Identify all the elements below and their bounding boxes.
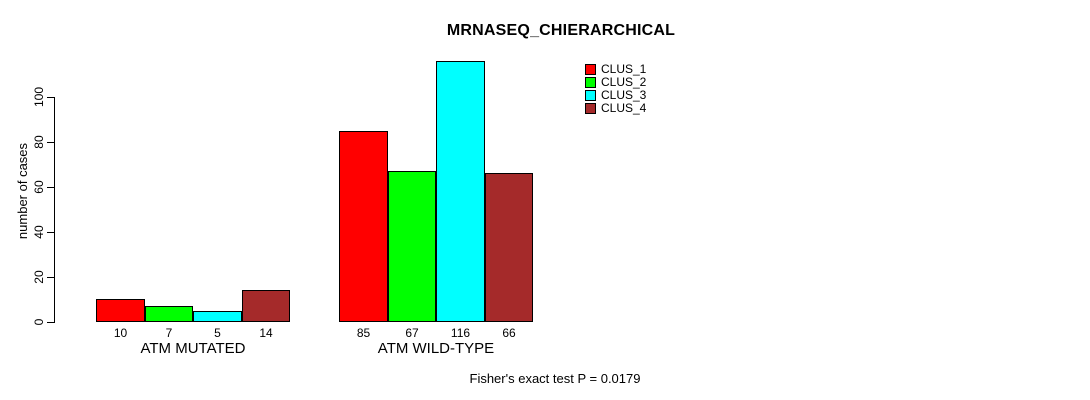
y-axis-tick: [47, 187, 55, 188]
x-category-label: ATM MUTATED: [140, 340, 246, 357]
y-axis-line: [54, 97, 55, 323]
bar-value-label: 14: [259, 326, 273, 340]
stat-annotation: Fisher's exact test P = 0.0179: [469, 371, 641, 386]
y-axis-tick: [47, 322, 55, 323]
bar-clus_1: [339, 131, 388, 322]
bar-clus_3: [193, 311, 242, 322]
legend: CLUS_1 CLUS_2 CLUS_3 CLUS_4: [585, 62, 647, 116]
legend-swatch-clus_4: [585, 103, 596, 114]
chart-title: MRNASEQ_CHIERARCHICAL: [446, 22, 676, 39]
bar-clus_3: [436, 61, 485, 322]
legend-item-clus_1: CLUS_1: [585, 62, 647, 76]
bar-clus_4: [242, 290, 290, 322]
bar-clus_2: [145, 306, 193, 322]
bar-clus_1: [96, 299, 145, 322]
legend-item-clus_4: CLUS_4: [585, 101, 647, 115]
bar-value-label: 67: [405, 326, 419, 340]
legend-item-clus_3: CLUS_3: [585, 88, 647, 102]
legend-label: CLUS_2: [601, 75, 647, 89]
y-axis-tick: [47, 277, 55, 278]
legend-label: CLUS_4: [601, 101, 647, 115]
legend-swatch-clus_1: [585, 64, 596, 75]
legend-swatch-clus_2: [585, 77, 596, 88]
bar-clus_4: [485, 173, 533, 322]
y-axis-tick: [47, 142, 55, 143]
y-axis-tick: [47, 232, 55, 233]
bar-value-label: 7: [165, 326, 173, 340]
bar-value-label: 116: [450, 326, 471, 340]
bar-value-label: 5: [214, 326, 221, 340]
x-category-label: ATM WILD-TYPE: [377, 340, 495, 357]
legend-swatch-clus_3: [585, 90, 596, 101]
bar-value-label: 10: [113, 326, 128, 340]
legend-label: CLUS_1: [601, 62, 647, 76]
legend-item-clus_2: CLUS_2: [585, 75, 647, 89]
bar-clus_2: [388, 171, 436, 322]
y-axis-label: number of cases: [15, 142, 30, 240]
legend-label: CLUS_3: [601, 88, 647, 102]
y-axis-tick: [47, 97, 55, 98]
bar-value-label: 66: [502, 326, 516, 340]
y-tick-label: 100: [32, 86, 46, 108]
bar-value-label: 85: [356, 326, 371, 340]
